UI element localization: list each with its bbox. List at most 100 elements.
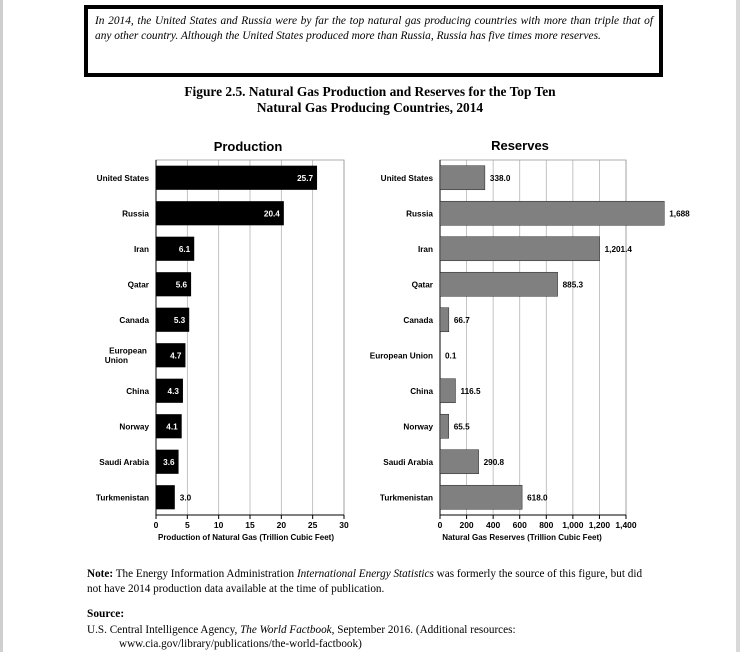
reserves-bar	[439, 165, 486, 191]
production-category-label: Russia	[122, 209, 149, 218]
page-edge-right	[736, 0, 740, 652]
note-italic: International Energy Statistics	[296, 568, 434, 580]
production-x-tick-label: 10	[214, 520, 224, 530]
reserves-category-label: Iran	[418, 245, 433, 254]
reserves-value-label: 66.7	[454, 316, 470, 325]
page-edge-left	[0, 0, 3, 652]
reserves-x-tick-label: 800	[539, 520, 553, 530]
reserves-bar	[439, 413, 449, 439]
reserves-category-label: Russia	[406, 209, 433, 218]
reserves-value-label: 1,688	[669, 209, 690, 218]
reserves-chart: Reserves 0 200 400 600 800 1,000 1,200 1,400 Natu…	[370, 138, 690, 542]
production-x-tick-label: 30	[339, 520, 349, 530]
reserves-value-label: 618.0	[527, 493, 548, 502]
reserves-x-tick-label: 400	[486, 520, 500, 530]
production-value-label: 4.7	[170, 351, 182, 360]
figure-title-line2: Natural Gas Producing Countries, 2014	[256, 100, 484, 115]
reserves-x-axis-label: Natural Gas Reserves (Trillion Cubic Fee…	[442, 533, 602, 542]
reserves-bar	[439, 200, 665, 226]
reserves-x-tick-label: 200	[459, 520, 473, 530]
reserves-value-label: 1,201.4	[605, 245, 633, 254]
reserves-value-label: 885.3	[563, 280, 584, 289]
production-category-label: Union	[105, 356, 128, 365]
production-category-label: Norway	[119, 422, 149, 431]
reserves-category-label: United States	[381, 174, 434, 183]
reserves-value-label: 338.0	[490, 174, 511, 183]
production-value-label: 5.6	[176, 280, 188, 289]
production-value-label: 4.1	[166, 422, 178, 431]
callout-text: In 2014, the United States and Russia we…	[95, 15, 653, 42]
reserves-category-label: Qatar	[412, 280, 434, 289]
production-bar	[156, 272, 192, 297]
production-bar	[156, 236, 195, 261]
note: Note: The Energy Information Administrat…	[87, 567, 652, 597]
production-category-label: Iran	[134, 245, 149, 254]
production-category-label: China	[126, 387, 149, 396]
reserves-x-tick-label: 0	[438, 520, 443, 530]
reserves-category-label: Turkmenistan	[380, 493, 433, 502]
note-text-after: was formerly the source of this figure, …	[87, 568, 643, 595]
production-value-label: 5.3	[174, 316, 186, 325]
reserves-category-label: Norway	[403, 422, 433, 431]
production-value-label: 6.1	[179, 245, 191, 254]
production-bar	[156, 378, 183, 403]
production-category-label: Qatar	[128, 280, 150, 289]
reserves-bar	[439, 307, 450, 333]
reserves-value-label: 65.5	[454, 422, 470, 431]
charts-canvas: Production 0 5 10 15 20 25 30 Production of Natu…	[96, 138, 690, 542]
reserves-bar	[439, 449, 479, 475]
production-value-label: 3.6	[163, 458, 175, 467]
source-url: www.cia.gov/library/publications/the-wor…	[119, 638, 362, 650]
figure-title: Figure 2.5. Natural Gas Production and R…	[140, 84, 600, 116]
figure-title-line1: Figure 2.5. Natural Gas Production and R…	[184, 84, 556, 99]
production-chart-title: Production	[214, 139, 283, 154]
reserves-value-label: 290.8	[484, 458, 505, 467]
production-bar	[156, 343, 186, 368]
reserves-value-label: 116.5	[460, 387, 480, 396]
reserves-category-label: China	[410, 387, 433, 396]
source-text: U.S. Central Intelligence Agency, The Wo…	[87, 623, 657, 651]
reserves-category-label: Saudi Arabia	[383, 458, 433, 467]
reserves-chart-title: Reserves	[491, 138, 549, 153]
production-bar	[156, 307, 190, 332]
production-value-label: 25.7	[297, 174, 313, 183]
source-italic: The World Factbook	[240, 624, 332, 636]
callout-box: In 2014, the United States and Russia we…	[84, 5, 663, 77]
reserves-x-tick-label: 600	[513, 520, 527, 530]
reserves-x-tick-label: 1,400	[615, 520, 637, 530]
production-x-tick-label: 0	[154, 520, 159, 530]
production-category-label: Canada	[119, 316, 149, 325]
production-bar	[156, 201, 284, 226]
production-x-tick-label: 5	[185, 520, 190, 530]
production-category-label: Turkmenistan	[96, 493, 149, 502]
production-x-tick-label: 15	[245, 520, 255, 530]
note-label: Note:	[87, 568, 114, 580]
production-value-label: 20.4	[264, 209, 280, 218]
reserves-x-tick-label: 1,000	[562, 520, 584, 530]
reserves-category-label: European Union	[370, 351, 433, 360]
production-x-tick-label: 25	[308, 520, 318, 530]
production-chart: Production 0 5 10 15 20 25 30 Production of Natu…	[96, 139, 349, 542]
reserves-value-label: 0.1	[445, 351, 457, 360]
source-heading: Source:	[87, 608, 125, 620]
production-bar	[156, 414, 182, 439]
production-category-label: Saudi Arabia	[99, 458, 149, 467]
reserves-bar	[439, 484, 523, 510]
production-bar	[156, 165, 318, 190]
production-category-label: European	[109, 347, 147, 356]
reserves-bar	[439, 378, 456, 404]
production-bar	[156, 485, 175, 510]
production-value-label: 4.3	[168, 387, 180, 396]
production-bar	[156, 449, 179, 474]
production-x-axis-label: Production of Natural Gas (Trillion Cubi…	[158, 533, 334, 542]
production-x-tick-label: 20	[277, 520, 287, 530]
production-value-label: 3.0	[180, 493, 192, 502]
reserves-bar	[439, 236, 600, 262]
reserves-bar	[439, 271, 558, 297]
source-text-before: U.S. Central Intelligence Agency,	[87, 624, 241, 636]
note-text-before: The Energy Information Administration	[113, 568, 297, 580]
reserves-x-tick-label: 1,200	[589, 520, 611, 530]
source-text-after: , September 2016. (Additional resources:	[331, 624, 516, 636]
reserves-category-label: Canada	[403, 316, 433, 325]
production-category-label: United States	[97, 174, 150, 183]
